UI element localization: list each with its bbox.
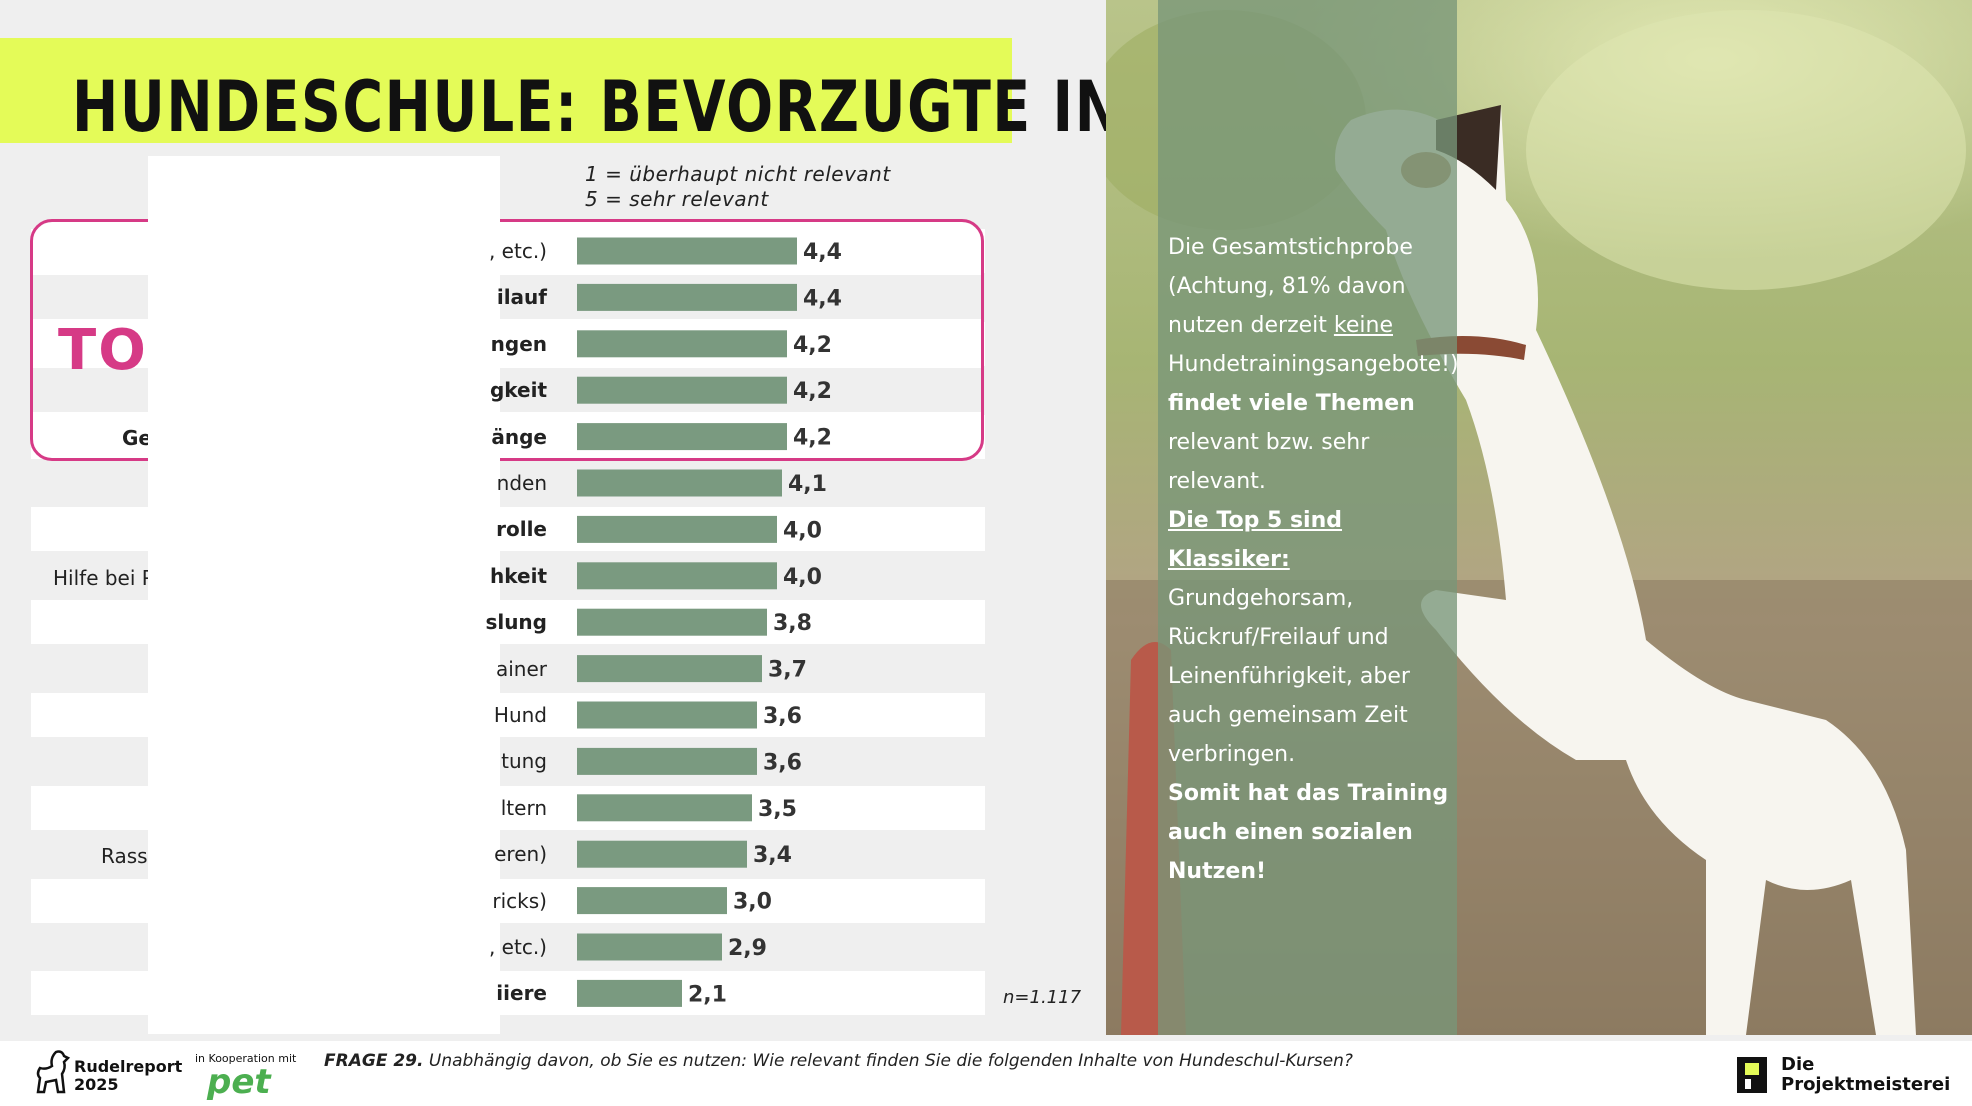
commentary-p3: Die Top 5 sind Klassiker: Grundgehorsam,… <box>1168 501 1458 774</box>
bar <box>577 330 787 358</box>
bar-value-label: 4,2 <box>793 426 832 451</box>
bar <box>577 376 787 404</box>
bar <box>577 794 752 822</box>
brand-line1: Rudelreport <box>74 1057 183 1076</box>
category-label: ilauf <box>496 285 547 310</box>
company-line1: Die <box>1781 1054 1815 1075</box>
bar-value-label: 3,5 <box>758 797 797 822</box>
pet-logo: pet <box>207 1062 271 1102</box>
commentary-p3-heading: Die Top 5 sind Klassiker: <box>1168 508 1343 572</box>
category-label: hkeit <box>490 563 547 588</box>
bar <box>577 237 797 265</box>
bar <box>577 515 777 543</box>
bar-value-label: 2,9 <box>728 936 767 961</box>
bar-value-label: 3,6 <box>763 750 802 775</box>
left-label-fragment-4: Ge <box>122 426 152 450</box>
footer <box>0 1041 1972 1106</box>
bar <box>577 979 682 1007</box>
commentary-p1-text: Die Gesamtstichprobe (Achtung, 81% davon… <box>1168 235 1413 338</box>
category-label: nden <box>496 471 547 495</box>
bar <box>577 840 747 868</box>
commentary-p3-rest: Grundgehorsam, Rückruf/Freilauf und Lein… <box>1168 586 1410 767</box>
sample-size: n=1.117 <box>1003 987 1082 1008</box>
category-label: tung <box>501 749 547 774</box>
bar <box>577 655 762 683</box>
category-label: ainer <box>495 656 547 681</box>
commentary-p2-rest: relevant bzw. sehr relevant. <box>1168 430 1370 494</box>
bar-value-label: 3,8 <box>773 611 812 636</box>
category-label: , etc.) <box>488 239 547 263</box>
bar-chart: 4,4 4,4 4,2 4,2 4,2 4,1 4,0 4,0 3,8 3,7 3,6 3,6 3,5 3… <box>577 237 842 1007</box>
commentary-text: Die Gesamtstichprobe (Achtung, 81% davon… <box>1168 228 1459 891</box>
commentary-p4-bold: Somit hat das Training auch einen sozial… <box>1168 781 1449 884</box>
scale-legend-high: 5 = sehr relevant <box>585 187 769 211</box>
category-label: ltern <box>500 795 547 820</box>
category-label: Hund <box>493 703 547 727</box>
category-label: änge <box>491 424 547 449</box>
bar-value-label: 3,4 <box>753 843 792 868</box>
commentary-p4: Somit hat das Training auch einen sozial… <box>1168 774 1458 891</box>
bar <box>577 701 757 729</box>
bar-value-label: 3,0 <box>733 890 772 915</box>
bar-value-label: 2,1 <box>688 982 727 1007</box>
category-label: eren) <box>494 842 547 867</box>
rudelreport-dog-icon <box>36 1050 71 1094</box>
bar <box>577 423 787 451</box>
bar <box>577 562 777 590</box>
commentary-p1: Die Gesamtstichprobe (Achtung, 81% davon… <box>1168 228 1459 384</box>
category-label: rolle <box>496 517 547 542</box>
projektmeisterei-brand: Die Projektmeisterei <box>1781 1055 1950 1095</box>
text-overlay-panel <box>1158 0 1457 1035</box>
rudelreport-brand: Rudelreport 2025 <box>74 1058 182 1094</box>
category-label: , etc.) <box>488 935 547 959</box>
scale-legend-low: 1 = überhaupt nicht relevant <box>585 162 891 186</box>
brand-line2: 2025 <box>74 1075 119 1094</box>
projektmeisterei-logo-icon <box>1737 1057 1767 1093</box>
bar-value-label: 4,1 <box>788 472 827 497</box>
bar <box>577 283 797 311</box>
redaction-block <box>148 156 500 1034</box>
bar-value-label: 4,4 <box>803 286 842 311</box>
question-number: FRAGE 29. <box>324 1051 424 1071</box>
company-line2: Projektmeisterei <box>1781 1074 1951 1095</box>
bar <box>577 933 722 961</box>
bar-value-label: 4,2 <box>793 333 832 358</box>
left-label-fragment-7: Hilfe bei P <box>53 566 154 590</box>
question-body: Unabhängig davon, ob Sie es nutzen: Wie … <box>423 1051 1353 1071</box>
left-label-fragment-13: Rass <box>101 844 148 868</box>
bar-value-label: 3,6 <box>763 704 802 729</box>
bar-value-label: 3,7 <box>768 658 807 683</box>
category-label: ngen <box>490 331 547 356</box>
bar <box>577 608 767 636</box>
bar-value-label: 4,0 <box>783 565 822 590</box>
category-label: iiere <box>496 981 547 1006</box>
commentary-p1-end: Hundetrainingsangebote!) <box>1168 352 1459 377</box>
bar <box>577 469 782 497</box>
commentary-p2: findet viele Themen relevant bzw. sehr r… <box>1168 384 1458 501</box>
scale-legend: 1 = überhaupt nicht relevant 5 = sehr re… <box>585 162 891 212</box>
cooperation-label: in Kooperation mit <box>195 1052 297 1065</box>
commentary-p1-underline: keine <box>1333 313 1393 338</box>
bar <box>577 887 727 915</box>
category-label: ricks) <box>492 888 547 913</box>
bar-value-label: 4,0 <box>783 518 822 543</box>
bar-value-label: 4,2 <box>793 379 832 404</box>
bar <box>577 747 757 775</box>
category-label: gkeit <box>489 378 547 403</box>
commentary-p2-bold: findet viele Themen <box>1168 391 1415 416</box>
bar-value-label: 4,4 <box>803 240 842 265</box>
question-text: FRAGE 29. Unabhängig davon, ob Sie es nu… <box>324 1051 1353 1071</box>
category-label: slung <box>485 610 547 635</box>
